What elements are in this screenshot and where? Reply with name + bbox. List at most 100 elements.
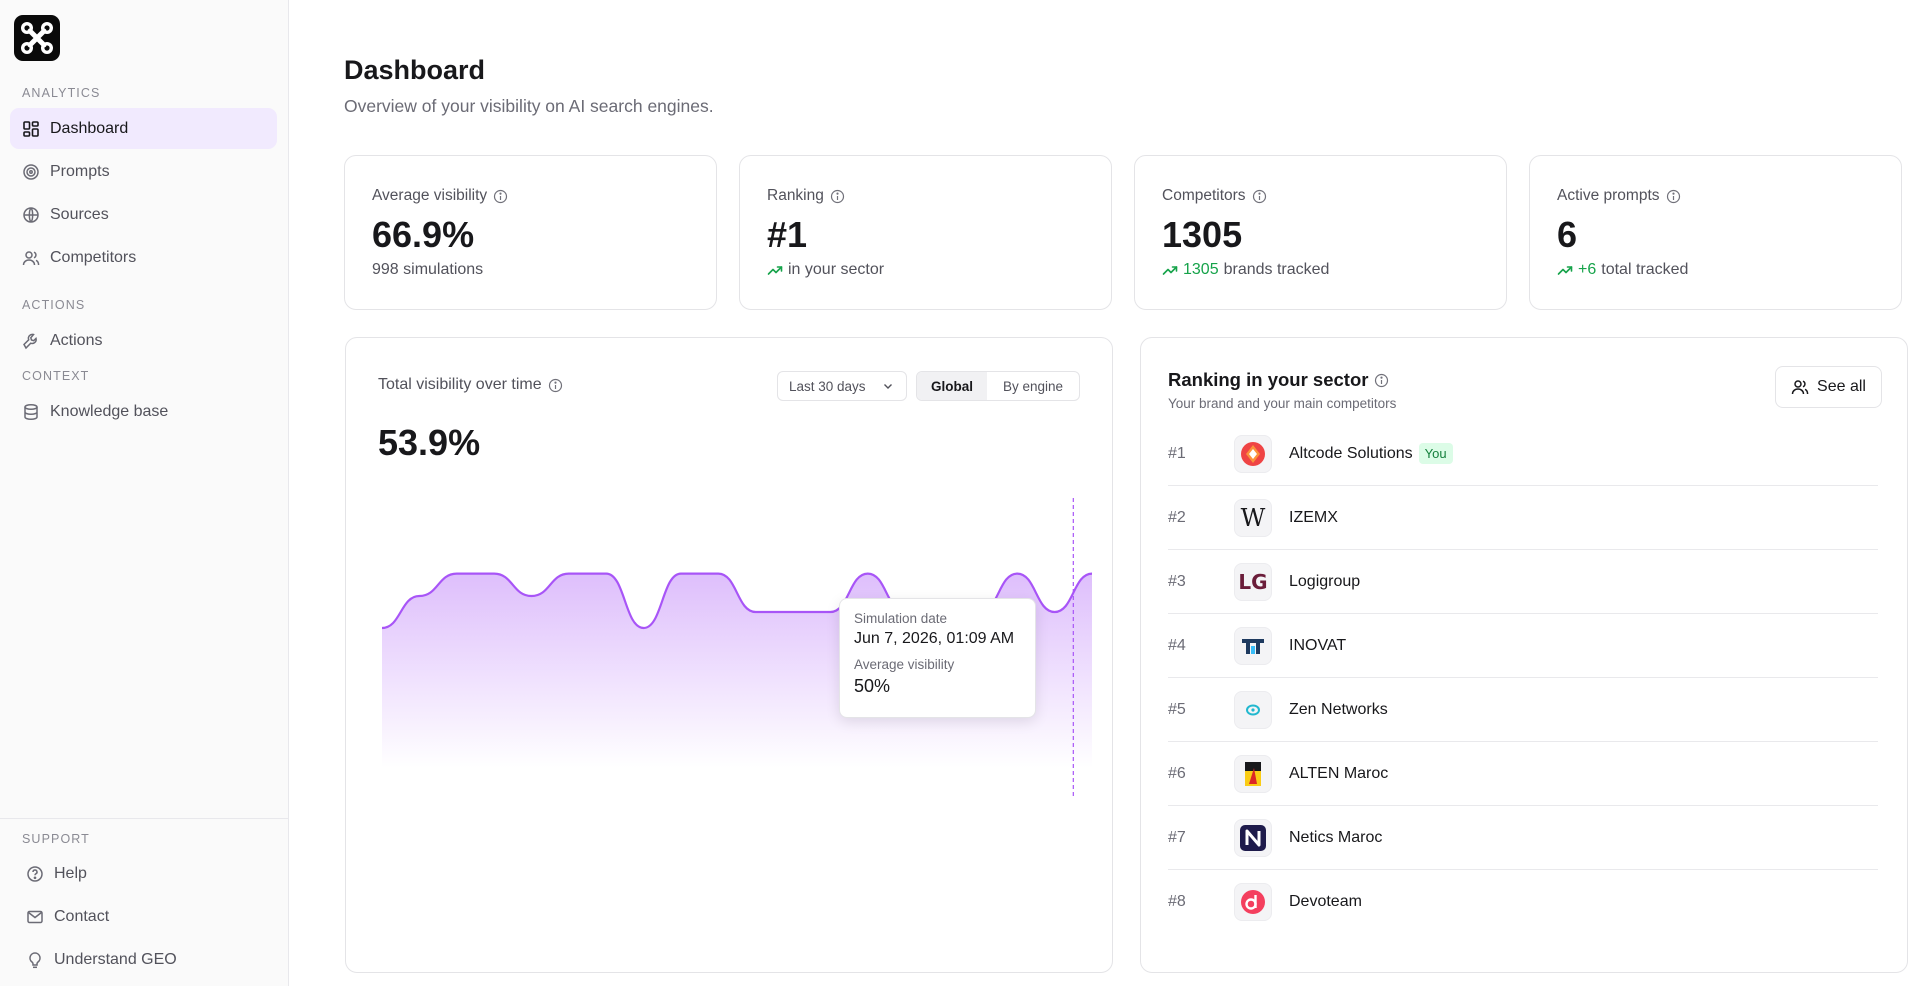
info-icon[interactable] (830, 189, 845, 204)
sidebar-item-contact[interactable]: Contact (14, 896, 281, 937)
brand-name: Devoteam (1289, 893, 1362, 910)
stat-value: #1 (767, 214, 808, 255)
ranking-title: Ranking in your sector (1168, 369, 1389, 391)
tooltip-visibility-label: Average visibility (854, 657, 955, 672)
app-logo[interactable] (14, 15, 60, 61)
devoteam-logo (1234, 883, 1272, 921)
stat-card-active-prompts: Active prompts 6 +6 total tracked (1529, 155, 1902, 310)
ranking-row[interactable]: #2 W IZEMX (1168, 486, 1878, 550)
chevron-down-icon (884, 384, 892, 389)
chart-title-text: Total visibility over time (378, 376, 542, 393)
brand-name: INOVAT (1289, 636, 1347, 654)
lightbulb-icon (26, 951, 44, 969)
altcode-logo (1234, 434, 1272, 473)
stat-sub-text: total tracked (1601, 261, 1689, 278)
globe-icon (22, 206, 40, 224)
sidebar-item-label: Understand GEO (54, 950, 177, 968)
sidebar-item-understand-geo[interactable]: Understand GEO (14, 939, 281, 980)
sidebar-item-dashboard[interactable]: Dashboard (10, 108, 277, 149)
rank-number: #4 (1168, 636, 1186, 654)
stat-card-ranking: Ranking #1 in your sector (739, 155, 1112, 310)
see-all-button[interactable]: See all (1775, 366, 1882, 408)
stat-value: 66.9% (372, 214, 475, 255)
info-icon[interactable] (1666, 189, 1681, 204)
sidebar-item-label: Dashboard (50, 119, 129, 137)
mail-icon (26, 908, 44, 926)
info-icon[interactable] (493, 189, 508, 204)
stat-sub: 998 simulations (372, 261, 484, 278)
stat-highlight: 1305 (1183, 261, 1219, 278)
target-icon (22, 163, 40, 181)
brand-name: ALTEN Maroc (1289, 764, 1389, 782)
toggle-by-engine[interactable]: By engine (1002, 378, 1064, 394)
sidebar-item-prompts[interactable]: Prompts (10, 151, 277, 192)
sidebar-item-knowledge-base[interactable]: Knowledge base (10, 391, 277, 432)
sidebar-item-label: Help (54, 864, 87, 882)
section-label-analytics: ANALYTICS (22, 86, 101, 100)
stat-label-text: Competitors (1162, 187, 1246, 204)
ranking-title-text: Ranking in your sector (1168, 369, 1369, 390)
date-range-value: Last 30 days (789, 378, 866, 394)
brand-name: Zen Networks (1289, 700, 1388, 718)
section-label-support: SUPPORT (22, 832, 90, 846)
brand-name: Netics Maroc (1289, 828, 1383, 846)
ranking-row[interactable]: #7 Netics Maroc (1168, 806, 1878, 870)
stat-label-text: Active prompts (1557, 187, 1660, 204)
brand-name: Logigroup (1289, 572, 1361, 590)
sidebar-item-label: Competitors (50, 248, 137, 266)
ranking-panel: Ranking in your sector Your brand and yo… (1140, 337, 1908, 973)
sidebar-item-help[interactable]: Help (14, 853, 281, 894)
users-icon (1791, 378, 1809, 396)
info-icon[interactable] (548, 378, 563, 393)
ranking-subtitle: Your brand and your main competitors (1168, 396, 1397, 411)
ranking-row[interactable]: #6 ALTEN Maroc (1168, 742, 1878, 806)
tooltip-visibility-value: 50% (854, 676, 891, 696)
stat-label-text: Ranking (767, 187, 824, 204)
stat-label: Average visibility (372, 187, 508, 205)
ranking-row[interactable]: #4 INOVAT (1168, 614, 1878, 678)
date-range-select[interactable]: Last 30 days (777, 371, 907, 401)
rank-number: #6 (1168, 764, 1186, 782)
chart-value: 53.9% (378, 422, 481, 463)
tooltip-date-label: Simulation date (854, 611, 948, 626)
netics-logo (1234, 818, 1272, 857)
sidebar-item-label: Knowledge base (50, 402, 169, 420)
ranking-row[interactable]: #1 Altcode Solutions You (1168, 422, 1878, 486)
sidebar-item-sources[interactable]: Sources (10, 194, 277, 235)
ranking-row[interactable]: #8 Devoteam (1168, 870, 1878, 934)
stat-sub: in your sector (767, 261, 884, 279)
page-subtitle: Overview of your visibility on AI search… (344, 96, 714, 116)
wrench-icon (22, 332, 40, 350)
sidebar-item-actions[interactable]: Actions (10, 320, 277, 361)
visibility-chart-panel: Total visibility over time 53.9% Last 30… (345, 337, 1113, 973)
rank-number: #5 (1168, 700, 1186, 718)
sidebar-item-competitors[interactable]: Competitors (10, 237, 277, 278)
toggle-global[interactable]: Global (917, 372, 987, 400)
sidebar-item-label: Contact (54, 907, 110, 925)
you-badge: You (1418, 443, 1453, 464)
sidebar-item-label: Prompts (50, 162, 110, 180)
rank-number: #7 (1168, 828, 1186, 846)
lg-logo: LG (1234, 562, 1272, 601)
stat-sub: +6 total tracked (1557, 261, 1688, 279)
trend-up-icon (1557, 262, 1573, 278)
trend-up-icon (1162, 262, 1178, 278)
trend-up-icon (767, 262, 783, 278)
ranking-row[interactable]: #3 LG Logigroup (1168, 550, 1878, 614)
info-icon[interactable] (1252, 189, 1267, 204)
stat-label-text: Average visibility (372, 187, 488, 204)
zen-logo (1234, 690, 1272, 729)
stat-label: Active prompts (1557, 187, 1681, 205)
section-label-context: CONTEXT (22, 369, 90, 383)
section-label-actions: ACTIONS (22, 298, 86, 312)
tooltip-date-value: Jun 7, 2026, 01:09 AM (854, 630, 1015, 647)
sidebar-item-label: Sources (50, 205, 109, 223)
users-icon (22, 249, 40, 267)
inovat-logo (1234, 626, 1272, 665)
see-all-label: See all (1817, 378, 1866, 395)
ranking-row[interactable]: #5 Zen Networks (1168, 678, 1878, 742)
stat-sub: 1305 brands tracked (1162, 261, 1329, 279)
stat-sub-text: in your sector (788, 261, 885, 278)
info-icon[interactable] (1374, 373, 1389, 388)
brand-name: IZEMX (1289, 508, 1338, 526)
